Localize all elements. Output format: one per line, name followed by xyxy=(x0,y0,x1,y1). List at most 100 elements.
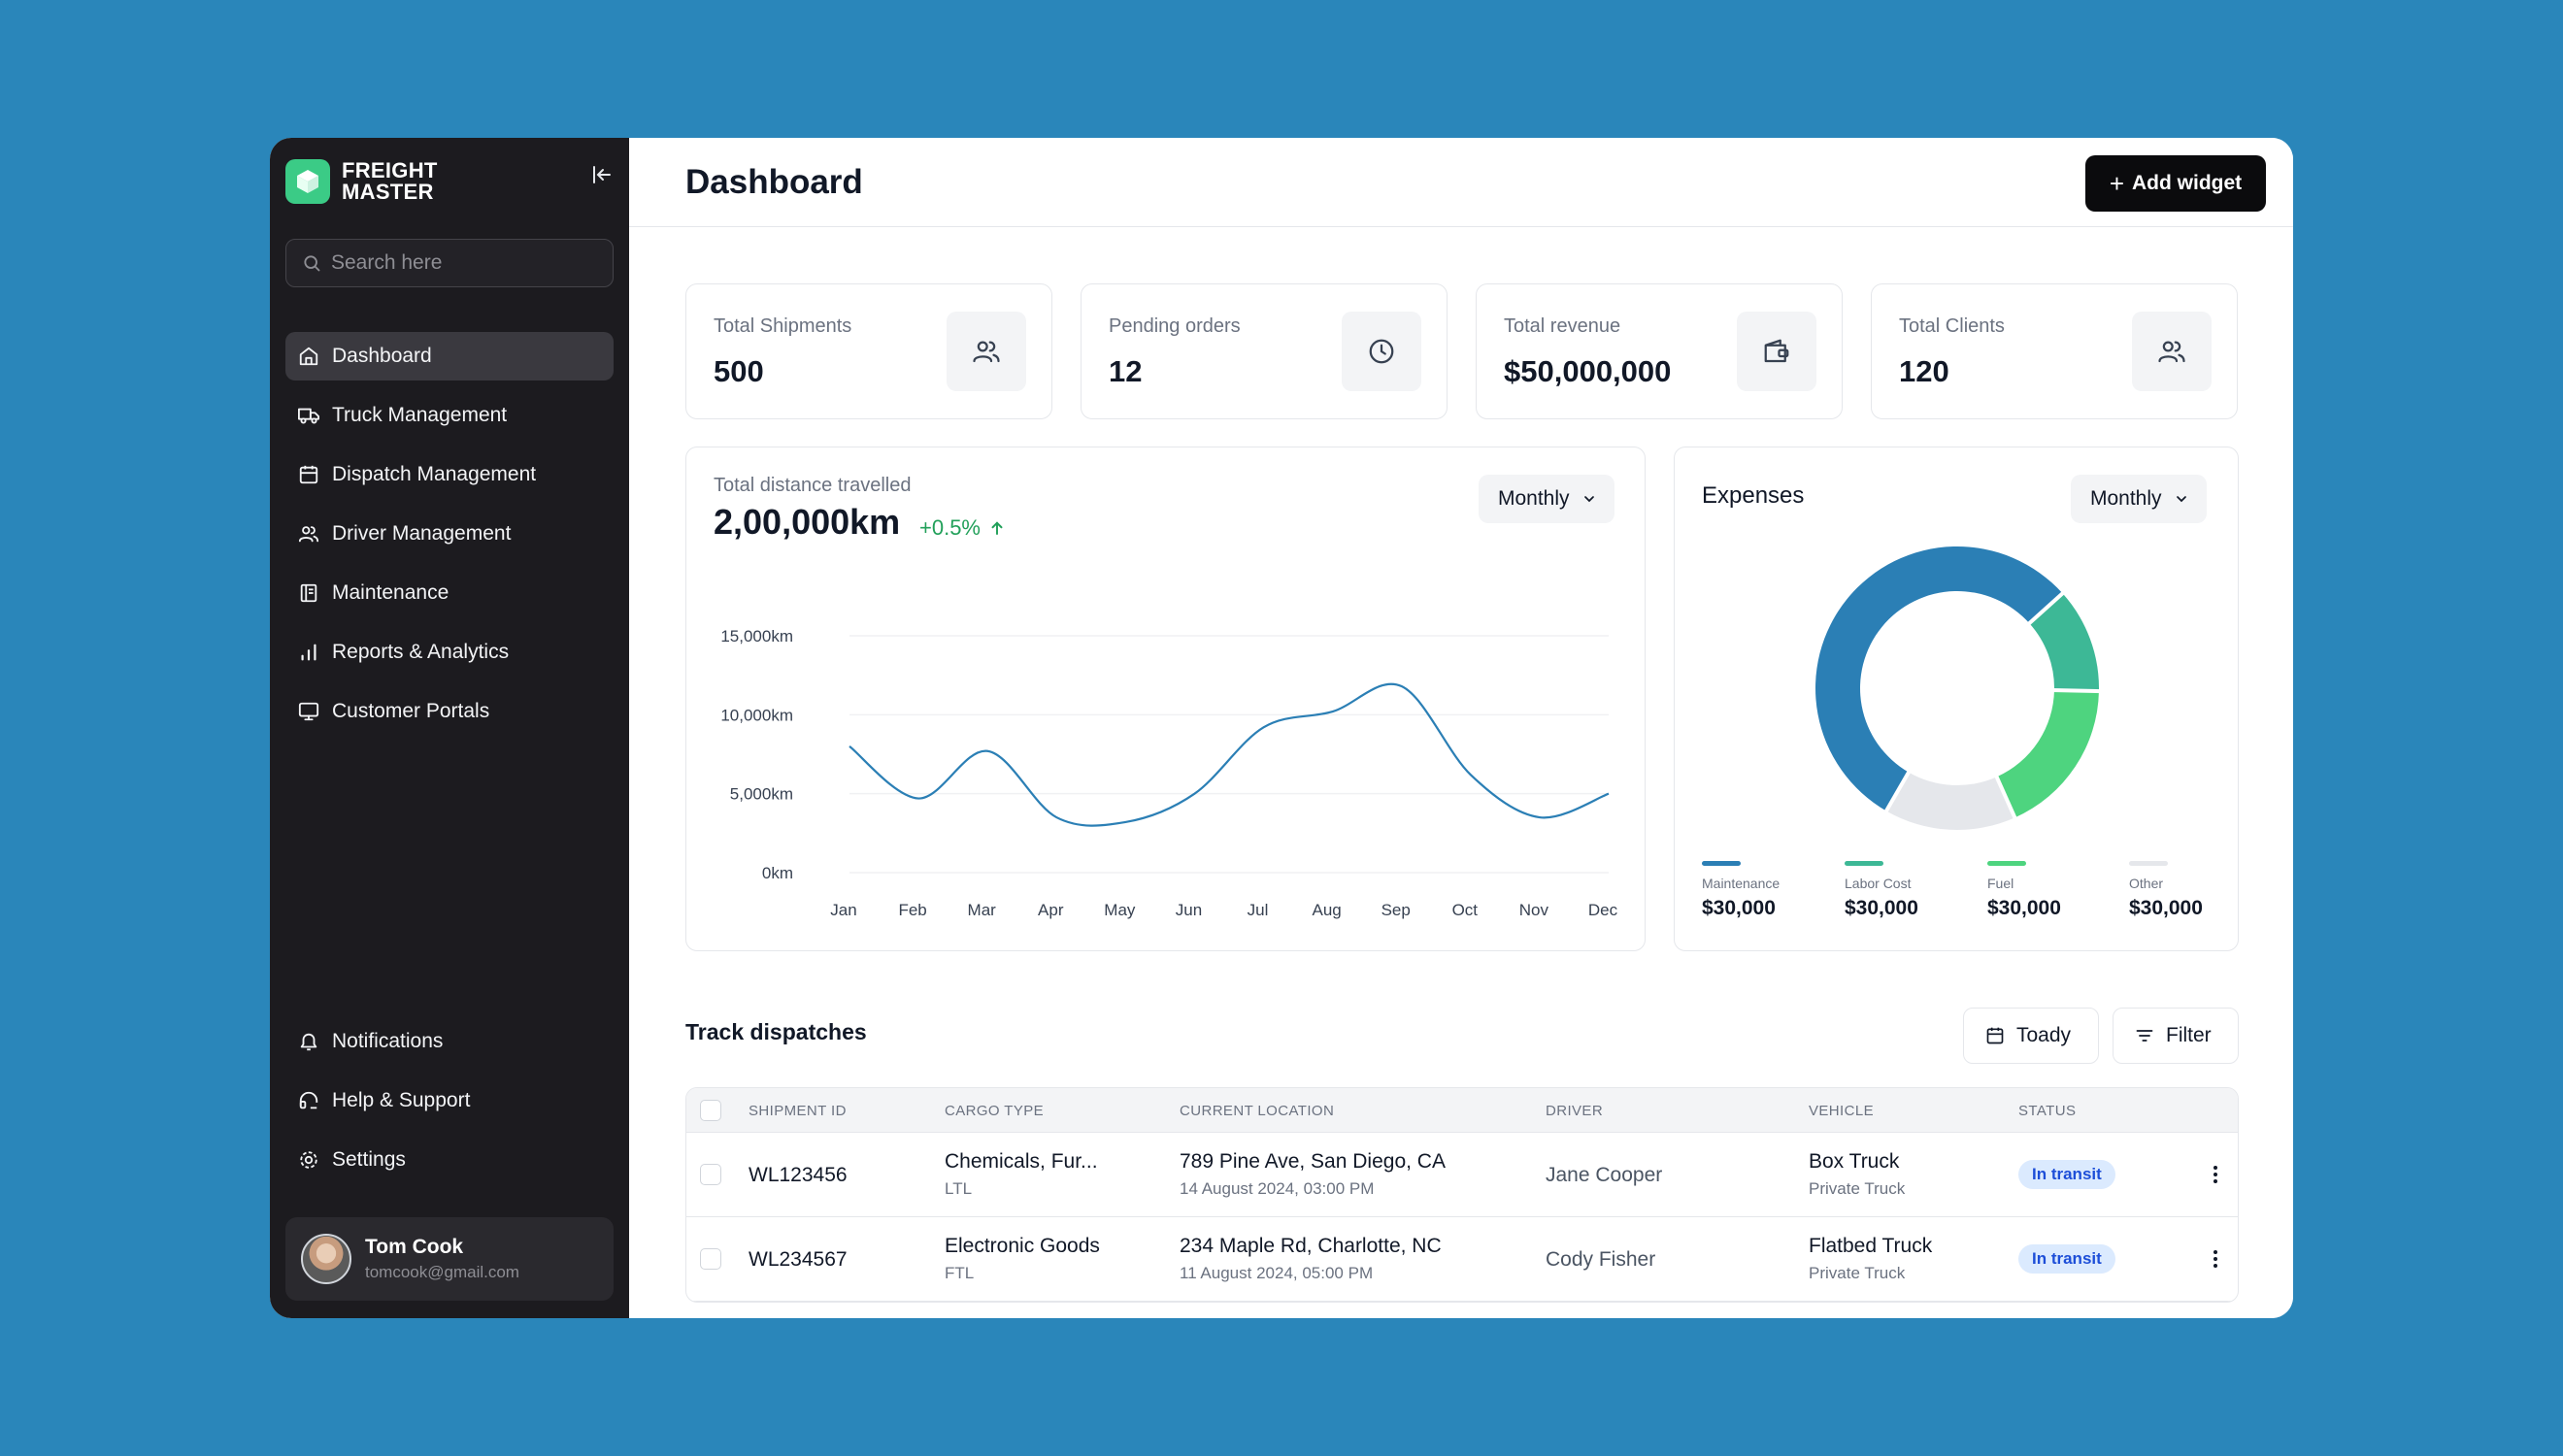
chevron-down-icon xyxy=(1583,496,1594,503)
current-location: 234 Maple Rd, Charlotte, NC xyxy=(1180,1235,1442,1257)
stat-label: Pending orders xyxy=(1109,315,1241,337)
sidebar-item-label: Customer Portals xyxy=(332,700,490,722)
column-header-status[interactable]: STATUS xyxy=(2018,1103,2077,1119)
x-tick-label: May xyxy=(1104,901,1136,919)
y-tick-label: 15,000km xyxy=(720,627,793,645)
distance-change: +0.5% xyxy=(919,515,1006,541)
expenses-period-dropdown[interactable]: Monthly xyxy=(2071,475,2207,523)
sidebar-item-label: Settings xyxy=(332,1148,406,1171)
user-name: Tom Cook xyxy=(365,1236,464,1258)
legend-name: Maintenance xyxy=(1702,876,1781,891)
users-icon xyxy=(947,312,1026,391)
sidebar-item-label: Help & Support xyxy=(332,1089,471,1111)
legend-swatch xyxy=(1845,861,1883,866)
select-all-checkbox[interactable] xyxy=(700,1100,721,1121)
distance-panel: Total distance travelled 2,00,000km +0.5… xyxy=(685,447,1646,951)
add-widget-button[interactable]: + Add widget xyxy=(2085,155,2266,212)
users-icon xyxy=(297,522,320,546)
slice-separator xyxy=(1994,774,2018,821)
sidebar-item-settings[interactable]: Settings xyxy=(285,1136,614,1184)
row-actions-button[interactable] xyxy=(2201,1244,2230,1274)
dispatch-table: SHIPMENT ID CARGO TYPE CURRENT LOCATION … xyxy=(685,1087,2239,1303)
section-title-track-dispatches: Track dispatches xyxy=(685,1019,867,1044)
dropdown-label: Monthly xyxy=(2090,487,2162,510)
expenses-panel: Expenses Monthly Maintenance $30,000 Lab… xyxy=(1674,447,2239,951)
slice-separator xyxy=(2026,590,2066,626)
book-icon xyxy=(297,581,320,605)
sidebar-item-maintenance[interactable]: Maintenance xyxy=(285,569,614,617)
x-tick-label: Aug xyxy=(1313,901,1342,919)
stat-value: 12 xyxy=(1109,354,1143,388)
sidebar-item-help-support[interactable]: Help & Support xyxy=(285,1076,614,1125)
donut-slice-other[interactable] xyxy=(1886,772,2015,830)
sidebar-item-notifications[interactable]: Notifications xyxy=(285,1017,614,1066)
sidebar-item-label: Truck Management xyxy=(332,404,508,426)
location-timestamp: 11 August 2024, 05:00 PM xyxy=(1180,1264,1374,1282)
sidebar-item-label: Dashboard xyxy=(332,345,432,367)
calendar-icon xyxy=(1986,1027,2004,1044)
donut-slice-labor-cost[interactable] xyxy=(2029,593,2099,692)
status-badge: In transit xyxy=(2018,1244,2115,1274)
legend-other: Other $30,000 xyxy=(2129,861,2271,920)
row-checkbox[interactable] xyxy=(700,1248,721,1270)
cargo-load-type: LTL xyxy=(945,1179,973,1198)
x-tick-label: Dec xyxy=(1588,901,1618,919)
distance-period-dropdown[interactable]: Monthly xyxy=(1479,475,1614,523)
column-header-shipment-id[interactable]: SHIPMENT ID xyxy=(749,1103,847,1119)
stat-value: 500 xyxy=(714,354,764,388)
legend-name: Other xyxy=(2129,876,2164,891)
y-tick-label: 5,000km xyxy=(730,785,793,804)
sidebar-item-label: Maintenance xyxy=(332,581,449,604)
add-widget-label: Add widget xyxy=(2132,172,2243,194)
donut-slice-maintenance[interactable] xyxy=(1815,546,2063,811)
filter-button[interactable]: Filter xyxy=(2113,1008,2239,1064)
today-button[interactable]: Toady xyxy=(1963,1008,2099,1064)
sidebar-item-reports-analytics[interactable]: Reports & Analytics xyxy=(285,628,614,677)
bar-chart-icon xyxy=(297,641,320,664)
plus-icon: + xyxy=(2109,169,2125,198)
sidebar-item-label: Driver Management xyxy=(332,522,512,545)
secondary-nav: Notifications Help & Support Settings xyxy=(285,1017,614,1195)
column-header-vehicle[interactable]: VEHICLE xyxy=(1809,1103,1874,1119)
donut-slice-fuel[interactable] xyxy=(1996,690,2099,818)
search-input[interactable] xyxy=(331,251,603,275)
current-location: 789 Pine Ave, San Diego, CA xyxy=(1180,1150,1446,1173)
sidebar-item-customer-portals[interactable]: Customer Portals xyxy=(285,687,614,736)
y-tick-label: 10,000km xyxy=(720,706,793,724)
collapse-sidebar-button[interactable] xyxy=(586,159,617,190)
main-content: Dashboard + Add widget Total Shipments 5… xyxy=(629,138,2293,1318)
brand-line-1: FREIGHT xyxy=(342,158,438,182)
sidebar-item-driver-management[interactable]: Driver Management xyxy=(285,510,614,558)
expenses-donut-chart xyxy=(1815,546,2102,830)
table-row[interactable]: WL234567 Electronic Goods FTL 234 Maple … xyxy=(686,1217,2238,1302)
cargo-type: Chemicals, Fur... xyxy=(945,1150,1098,1173)
cargo-cell: Chemicals, Fur... LTL xyxy=(945,1150,1098,1199)
stat-value: $50,000,000 xyxy=(1504,354,1672,388)
sidebar-item-label: Reports & Analytics xyxy=(332,641,510,663)
stat-label: Total Shipments xyxy=(714,315,852,337)
bell-icon xyxy=(297,1030,320,1053)
column-header-cargo-type[interactable]: CARGO TYPE xyxy=(945,1103,1045,1119)
table-row[interactable]: WL123456 Chemicals, Fur... LTL 789 Pine … xyxy=(686,1133,2238,1217)
shipment-id: WL123456 xyxy=(749,1164,848,1186)
slice-separator xyxy=(1883,769,1912,814)
vehicle-type: Flatbed Truck xyxy=(1809,1235,1933,1257)
stat-card-total-clients: Total Clients 120 xyxy=(1871,283,2238,419)
legend-name: Labor Cost xyxy=(1845,876,1912,891)
page-title: Dashboard xyxy=(685,163,863,201)
sidebar-item-truck-management[interactable]: Truck Management xyxy=(285,391,614,440)
gear-icon xyxy=(297,1148,320,1172)
expenses-title: Expenses xyxy=(1702,482,1805,509)
legend-maintenance: Maintenance $30,000 xyxy=(1702,861,1844,920)
sidebar-item-dashboard[interactable]: Dashboard xyxy=(285,332,614,381)
row-actions-button[interactable] xyxy=(2201,1160,2230,1189)
status-badge: In transit xyxy=(2018,1160,2115,1189)
column-header-driver[interactable]: DRIVER xyxy=(1546,1103,1604,1119)
row-checkbox[interactable] xyxy=(700,1164,721,1185)
brand-logo[interactable]: FREIGHT MASTER xyxy=(285,159,438,204)
column-header-current-location[interactable]: CURRENT LOCATION xyxy=(1180,1103,1335,1119)
x-tick-label: Feb xyxy=(898,901,926,919)
sidebar-item-dispatch-management[interactable]: Dispatch Management xyxy=(285,450,614,499)
user-profile-card[interactable]: Tom Cook tomcook@gmail.com xyxy=(285,1217,614,1301)
sidebar-item-label: Dispatch Management xyxy=(332,463,537,485)
